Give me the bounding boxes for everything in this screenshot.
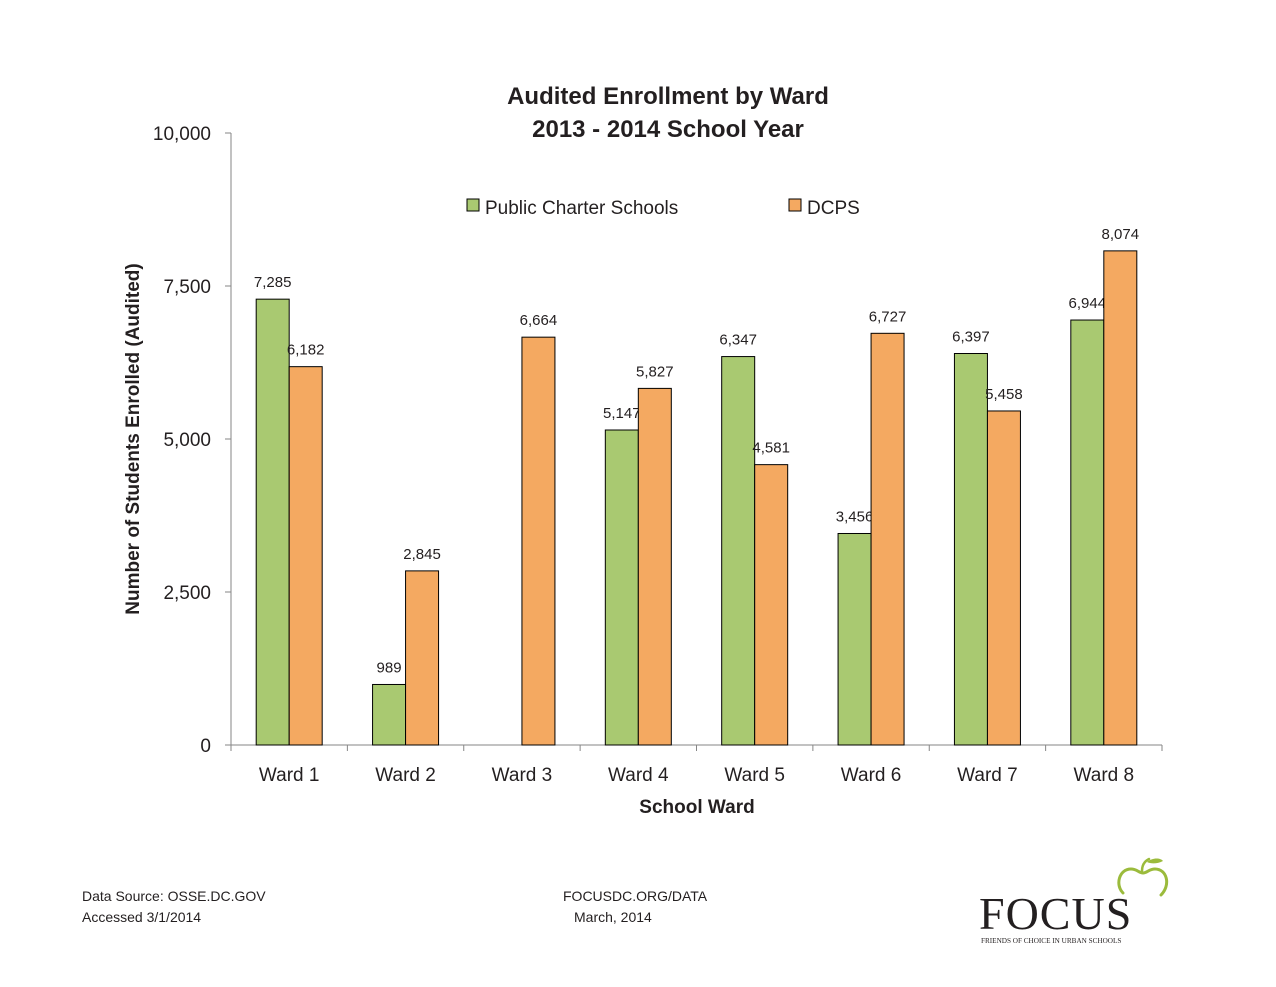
data-label: 6,664 [520, 312, 558, 329]
data-label: 6,347 [719, 332, 757, 349]
logo-wordmark: FOCUS [979, 888, 1132, 939]
y-tick-label: 5,000 [163, 430, 211, 451]
site-date-line: March, 2014 [574, 909, 652, 925]
x-tick-label: Ward 5 [724, 765, 785, 786]
site-note: FOCUSDC.ORG/DATA March, 2014 [563, 886, 707, 928]
legend-label-charter: Public Charter Schools [485, 198, 678, 219]
y-tick-label: 2,500 [163, 583, 211, 604]
bar-charter [604, 429, 639, 746]
x-tick-label: Ward 8 [1074, 765, 1135, 786]
data-label: 7,285 [254, 274, 292, 291]
bar-charter [255, 298, 290, 746]
bar-dcps [637, 387, 672, 746]
bar-dcps [405, 570, 440, 746]
data-label: 5,147 [603, 405, 641, 422]
x-axis-label: School Ward [639, 797, 754, 818]
bar-dcps [1103, 250, 1138, 746]
bar-charter [837, 532, 872, 746]
data-label: 5,827 [636, 363, 674, 380]
bar-charter [1070, 319, 1105, 746]
data-label: 989 [377, 659, 402, 676]
accessed-date-line: Accessed 3/1/2014 [82, 909, 202, 925]
legend: Public Charter Schools DCPS [466, 198, 860, 219]
x-tick-label: Ward 2 [375, 765, 436, 786]
bar-dcps [521, 336, 556, 746]
bar-dcps [870, 332, 905, 746]
x-tick-label: Ward 7 [957, 765, 1018, 786]
apple-icon [1117, 857, 1169, 897]
data-source-line: Data Source: OSSE.DC.GOV [82, 888, 266, 904]
bar-dcps [754, 464, 789, 746]
x-tick-label: Ward 6 [841, 765, 902, 786]
axes: 0 2,500 5,000 7,500 10,000 Ward 1 Ward 2 Ward 3… [153, 124, 1163, 786]
data-label: 2,845 [403, 546, 441, 563]
bar-charter [721, 356, 756, 746]
site-url-line: FOCUSDC.ORG/DATA [563, 888, 708, 904]
data-label: 4,581 [752, 440, 790, 457]
legend-swatch-charter [466, 198, 480, 212]
chart-title-line-1: Audited Enrollment by Ward [507, 83, 829, 110]
bars: 7,285 6,182 989 2,845 6,664 5,147 5,827 6,347 4,… [254, 226, 1140, 746]
x-tick-label: Ward 4 [608, 765, 669, 786]
x-tick-label: Ward 1 [259, 765, 320, 786]
bar-dcps [986, 410, 1021, 746]
data-label: 8,074 [1102, 226, 1140, 243]
x-tick-label: Ward 3 [492, 765, 553, 786]
y-tick-label: 10,000 [153, 124, 211, 145]
bar-charter [953, 353, 988, 746]
chart-title-line-2: 2013 - 2014 School Year [532, 116, 804, 143]
logo-tagline: FRIENDS OF CHOICE IN URBAN SCHOOLS [981, 937, 1121, 945]
legend-swatch-dcps [788, 198, 802, 212]
bar-charter [372, 683, 407, 746]
data-label: 3,456 [836, 508, 874, 525]
data-source-note: Data Source: OSSE.DC.GOV Accessed 3/1/20… [82, 886, 266, 928]
y-tick-label: 7,500 [163, 277, 211, 298]
y-tick-label: 0 [200, 736, 211, 757]
data-label: 5,458 [985, 386, 1023, 403]
data-label: 6,397 [952, 329, 990, 346]
data-label: 6,727 [869, 308, 907, 325]
data-label: 6,182 [287, 342, 325, 359]
bar-dcps [288, 366, 323, 746]
focus-logo: FOCUS FRIENDS OF CHOICE IN URBAN SCHOOLS [979, 857, 1169, 945]
data-label: 6,944 [1069, 295, 1107, 312]
legend-label-dcps: DCPS [807, 198, 860, 219]
y-axis-label: Number of Students Enrolled (Audited) [123, 263, 144, 615]
